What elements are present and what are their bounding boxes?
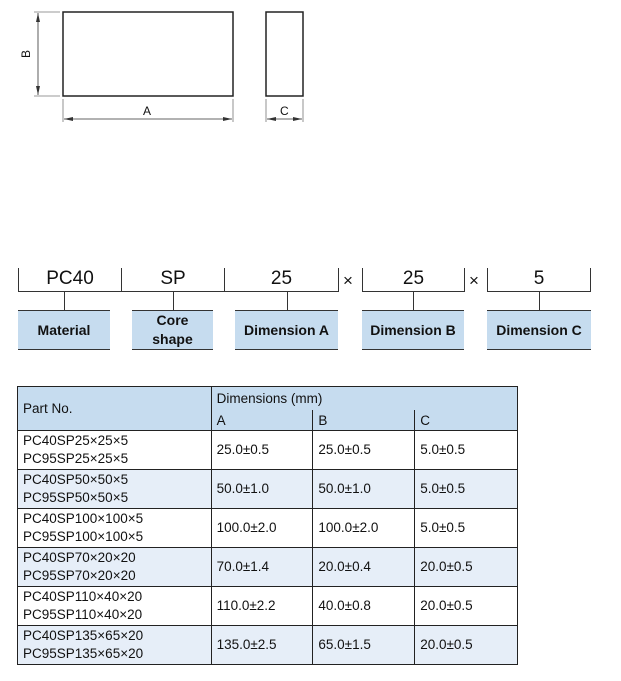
core-front-view (62, 11, 234, 97)
core-dimension-drawing (34, 11, 304, 122)
dimension-b-cell: 100.0±2.0 (312, 508, 416, 548)
connector-line (64, 292, 65, 310)
dimension-c-cell: 20.0±0.5 (414, 547, 518, 587)
code-dim-a: 25 (270, 268, 293, 289)
code-segment-dim-a (224, 268, 339, 292)
code-segment-dim-c (487, 268, 591, 292)
table-row: PC40SP25×25×5 PC95SP25×25×5 25.0±0.5 25.0±0… (17, 430, 518, 470)
dimension-a-cell: 135.0±2.5 (210, 625, 314, 665)
header-col-b: B (312, 410, 416, 431)
times-separator: × (343, 271, 353, 290)
dimension-a-cell: 110.0±2.2 (210, 586, 314, 626)
part-numbers-cell: PC40SP135×65×20 PC95SP135×65×20 (17, 625, 212, 665)
dimension-lines (37, 13, 302, 120)
label-core-shape: Core shape (132, 310, 213, 350)
connector-line (539, 292, 540, 310)
times-separator: × (469, 271, 479, 290)
code-dim-c: 5 (533, 268, 545, 289)
code-dim-b: 25 (402, 268, 425, 289)
dimension-a-label: A (143, 104, 152, 118)
code-material: PC40 (46, 268, 94, 289)
dimension-a-cell: 25.0±0.5 (210, 430, 314, 470)
header-part-no: Part No. (17, 386, 212, 431)
dimension-b-cell: 20.0±0.4 (312, 547, 416, 587)
header-col-c: C (414, 410, 518, 431)
part-number: PC40SP70×20×20 (23, 550, 136, 565)
part-number: PC95SP135×65×20 (23, 646, 144, 661)
label-dimension-b: Dimension B (362, 310, 464, 350)
part-numbers-cell: PC40SP100×100×5 PC95SP100×100×5 (17, 508, 212, 548)
part-numbers-cell: PC40SP110×40×20 PC95SP110×40×20 (17, 586, 212, 626)
dimension-b-label: B (19, 49, 34, 59)
core-side-view (265, 11, 304, 97)
dimension-a-cell: 100.0±2.0 (210, 508, 314, 548)
label-material: Material (18, 310, 110, 350)
connector-line (173, 292, 174, 310)
table-row: PC40SP110×40×20 PC95SP110×40×20 110.0±2.2 4… (17, 586, 518, 626)
dimension-c-cell: 5.0±0.5 (414, 430, 518, 470)
connector-line (287, 292, 288, 310)
dimension-a-cell: 70.0±1.4 (210, 547, 314, 587)
table-row: PC40SP135×65×20 PC95SP135×65×20 135.0±2.5 6… (17, 625, 518, 665)
code-segment-dim-b (362, 268, 465, 292)
header-dimensions: Dimensions (mm) (210, 386, 519, 410)
part-number: PC40SP25×25×5 (23, 433, 129, 448)
dimensions-table: Part No. Dimensions (mm) A B C PC40SP25×… (17, 386, 519, 665)
part-numbers-cell: PC40SP50×50×5 PC95SP50×50×5 (17, 469, 212, 509)
part-number: PC40SP100×100×5 (23, 511, 144, 526)
dimension-a-cell: 50.0±1.0 (210, 469, 314, 509)
code-segment-material (18, 268, 122, 292)
code-segment-shape (121, 268, 225, 292)
part-number: PC95SP70×20×20 (23, 568, 136, 583)
part-number: PC40SP110×40×20 (23, 589, 143, 604)
dimension-c-cell: 5.0±0.5 (414, 508, 518, 548)
part-number: PC95SP50×50×5 (23, 490, 129, 505)
part-numbers-cell: PC40SP25×25×5 PC95SP25×25×5 (17, 430, 212, 470)
part-number: PC95SP100×100×5 (23, 529, 144, 544)
dimension-c-cell: 20.0±0.5 (414, 625, 518, 665)
dimension-b-cell: 50.0±1.0 (312, 469, 416, 509)
dimension-c-cell: 5.0±0.5 (414, 469, 518, 509)
dimension-b-cell: 65.0±1.5 (312, 625, 416, 665)
dimension-b-cell: 40.0±0.8 (312, 586, 416, 626)
code-shape: SP (160, 268, 186, 289)
table-row: PC40SP50×50×5 PC95SP50×50×5 50.0±1.0 50.0±1… (17, 469, 518, 509)
part-number: PC95SP25×25×5 (23, 451, 129, 466)
dimension-c-cell: 20.0±0.5 (414, 586, 518, 626)
label-dimension-a: Dimension A (235, 310, 338, 350)
dimension-b-cell: 25.0±0.5 (312, 430, 416, 470)
part-number: PC95SP110×40×20 (23, 607, 143, 622)
label-dimension-c: Dimension C (487, 310, 591, 350)
part-number: PC40SP135×65×20 (23, 628, 144, 643)
table-row: PC40SP70×20×20 PC95SP70×20×20 70.0±1.4 20.0… (17, 547, 518, 587)
connector-line (413, 292, 414, 310)
part-number: PC40SP50×50×5 (23, 472, 129, 487)
header-col-a: A (210, 410, 314, 431)
table-row: PC40SP100×100×5 PC95SP100×100×5 100.0±2.0 1… (17, 508, 518, 548)
part-numbers-cell: PC40SP70×20×20 PC95SP70×20×20 (17, 547, 212, 587)
dimension-c-label: C (280, 104, 289, 118)
